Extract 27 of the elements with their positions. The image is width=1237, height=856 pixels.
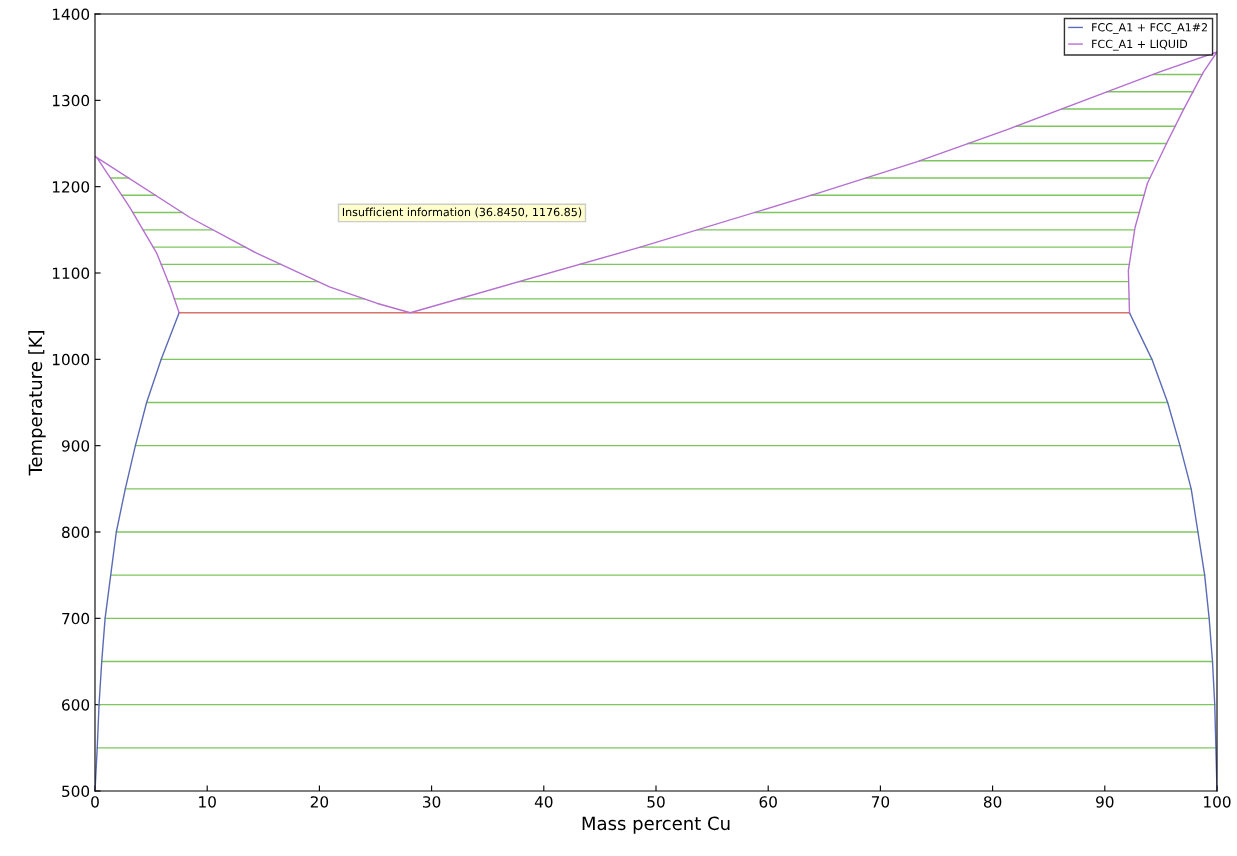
y-tick-label: 500 [62, 785, 90, 798]
y-tick-label: 800 [62, 526, 90, 539]
x-tick-label: 30 [423, 796, 441, 808]
y-tick-label: 600 [62, 699, 90, 711]
legend-label: FCC_A1 + FCC_A1#2 [1092, 23, 1207, 34]
y-tick-label: 1200 [52, 181, 90, 193]
legend-label: FCC_A1 + LIQUID [1092, 39, 1188, 51]
x-tick-label: 0 [91, 796, 99, 808]
x-tick-label: 40 [534, 796, 553, 808]
y-tick-label: 900 [61, 440, 90, 452]
y-tick-label: 1100 [52, 267, 90, 280]
annotation: Insufficient information (36.8450, 1176.85) [342, 207, 582, 218]
y-tick-label: 1400 [52, 8, 90, 21]
x-tick-label: 50 [647, 796, 665, 808]
x-tick-label: 90 [1096, 796, 1114, 808]
x-tick-label: 70 [871, 796, 890, 808]
x-tick-label: 80 [983, 796, 1002, 808]
y-tick-label: 700 [62, 612, 90, 625]
x-tick-label: 20 [310, 796, 329, 808]
line-series [95, 51, 1217, 314]
y-tick-label: 1300 [52, 94, 90, 107]
y-axis-title: Temperature [K] [28, 331, 46, 476]
x-tick-label: 10 [199, 796, 216, 808]
x-tick-label: 60 [759, 796, 777, 808]
x-axis-title: Mass percent Cu [582, 816, 730, 834]
x-tick-label: 100 [1204, 796, 1231, 808]
y-tick-label: 1000 [52, 353, 90, 366]
